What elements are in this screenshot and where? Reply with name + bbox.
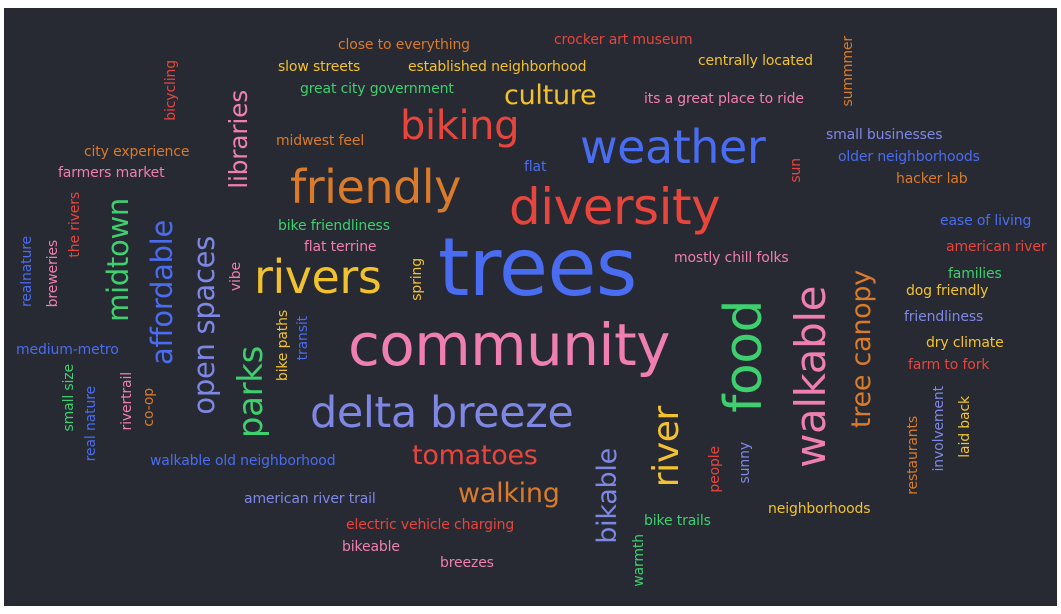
word-breweries: breweries <box>45 240 61 308</box>
word-electric-vehicle-charging: electric vehicle charging <box>346 517 515 533</box>
word-neighborhoods: neighborhoods <box>768 501 871 517</box>
word-food: food <box>714 300 774 413</box>
word-slow-streets: slow streets <box>278 59 361 75</box>
word-walkable: walkable <box>786 286 835 468</box>
word-tomatoes: tomatoes <box>412 440 538 471</box>
word-co-op: co-op <box>141 388 157 427</box>
word-established-neighborhood: established neighborhood <box>408 59 587 75</box>
word-diversity: diversity <box>509 178 721 236</box>
word-mostly-chill-folks: mostly chill folks <box>674 250 789 266</box>
word-bicycling: bicycling <box>163 60 179 121</box>
word-rivers: rivers <box>254 250 382 304</box>
word-small-size: small size <box>61 364 77 432</box>
word-close-to-everything: close to everything <box>338 37 470 53</box>
word-bikeable: bikeable <box>342 539 400 555</box>
word-walkable-old-neighborhood: walkable old neighborhood <box>150 453 336 469</box>
word-midtown: midtown <box>101 198 135 322</box>
word-its-a-great-place-to-ride: its a great place to ride <box>644 91 804 107</box>
word-small-businesses: small businesses <box>826 127 943 143</box>
word-summmer: summmer <box>840 36 856 107</box>
word-spring: spring <box>409 258 425 301</box>
word-families: families <box>948 266 1002 282</box>
word-river: river <box>646 406 687 488</box>
word-weather: weather <box>580 120 766 174</box>
word-hacker-lab: hacker lab <box>896 171 968 187</box>
word-bikable: bikable <box>592 448 623 544</box>
word-open-spaces: open spaces <box>187 236 221 415</box>
word-rivertrail: rivertrail <box>119 372 135 431</box>
word-vibe: vibe <box>228 262 244 292</box>
word-city-experience: city experience <box>84 144 190 160</box>
word-laid-back: laid back <box>957 396 973 458</box>
word-affordable: affordable <box>145 220 179 365</box>
word-older-neighborhoods: older neighborhoods <box>838 149 980 165</box>
word-biking: biking <box>400 103 520 149</box>
word-cloud: trees community delta breeze weather div… <box>4 8 1057 606</box>
word-tree-canopy: tree canopy <box>846 270 877 429</box>
word-warmth: warmth <box>631 534 647 587</box>
word-bike-friendliness: bike friendliness <box>278 218 390 234</box>
word-dry-climate: dry climate <box>926 335 1004 351</box>
word-bike-paths: bike paths <box>275 310 291 382</box>
word-crocker-art-museum: crocker art museum <box>554 32 693 48</box>
word-restaurants: restaurants <box>905 416 921 495</box>
word-farmers-market: farmers market <box>58 165 165 181</box>
word-libraries: libraries <box>224 90 253 189</box>
word-friendliness: friendliness <box>904 309 984 325</box>
word-american-river-trail: american river trail <box>244 491 376 507</box>
word-breezes: breezes <box>440 555 494 571</box>
word-trees: trees <box>438 221 637 314</box>
word-people: people <box>707 446 723 493</box>
word-american-river: american river <box>946 239 1047 255</box>
word-sunny: sunny <box>737 442 753 484</box>
word-medium-metro: medium-metro <box>16 342 119 358</box>
word-flat: flat <box>524 159 547 175</box>
word-centrally-located: centrally located <box>698 53 813 69</box>
word-involvement: involvement <box>931 386 947 472</box>
word-dog-friendly: dog friendly <box>906 283 989 299</box>
word-friendly: friendly <box>290 160 461 214</box>
word-great-city-government: great city government <box>300 81 454 97</box>
word-sun: sun <box>788 158 804 183</box>
word-culture: culture <box>504 80 597 111</box>
word-flat-terrine: flat terrine <box>304 239 377 255</box>
word-the-rivers: the rivers <box>67 192 83 258</box>
word-parks: parks <box>231 346 271 439</box>
word-delta-breeze: delta breeze <box>310 388 574 438</box>
word-realnature: realnature <box>19 236 35 308</box>
word-walking: walking <box>458 478 560 509</box>
word-community: community <box>348 311 670 379</box>
word-real-nature: real nature <box>83 386 99 462</box>
word-farm-to-fork: farm to fork <box>908 357 990 373</box>
word-transit: transit <box>295 316 311 361</box>
word-bike-trails: bike trails <box>644 513 711 529</box>
word-ease-of-living: ease of living <box>940 213 1032 229</box>
word-midwest-feel: midwest feel <box>276 133 365 149</box>
